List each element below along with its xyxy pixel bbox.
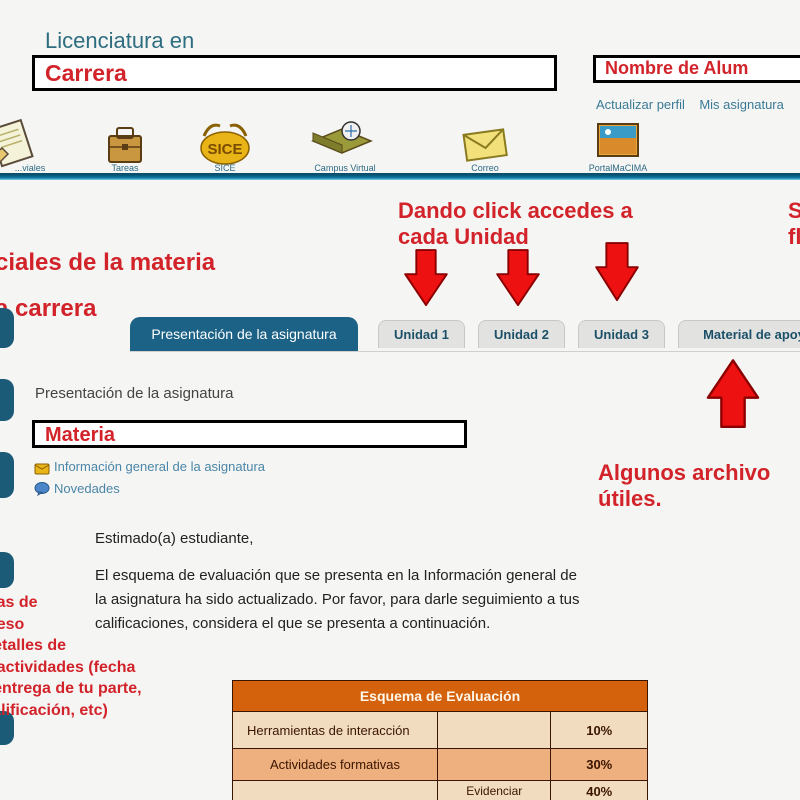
svg-text:SICE: SICE bbox=[207, 141, 242, 158]
